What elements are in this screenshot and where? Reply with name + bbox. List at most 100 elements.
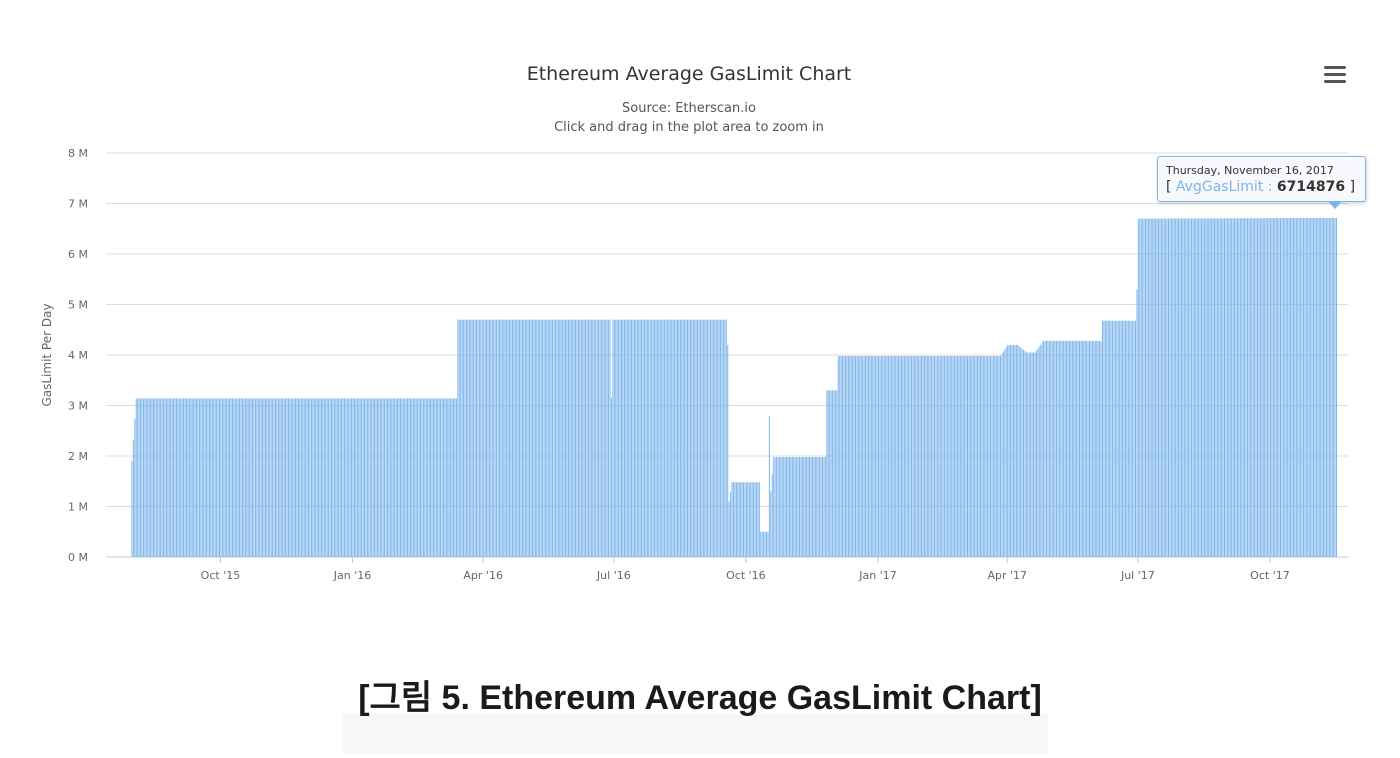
gaslimit-bar[interactable] — [180, 398, 182, 557]
gaslimit-bar[interactable] — [787, 457, 789, 557]
gaslimit-bar[interactable] — [575, 319, 577, 557]
gaslimit-bar[interactable] — [727, 344, 729, 557]
gaslimit-bar[interactable] — [743, 482, 745, 557]
gaslimit-bar[interactable] — [430, 398, 432, 557]
gaslimit-bar[interactable] — [730, 491, 732, 557]
gaslimit-bar[interactable] — [971, 356, 973, 557]
gaslimit-bar[interactable] — [302, 398, 304, 557]
gaslimit-bar[interactable] — [616, 319, 618, 557]
gaslimit-bar[interactable] — [646, 319, 648, 557]
gaslimit-bar[interactable] — [487, 319, 489, 557]
gaslimit-bar[interactable] — [244, 398, 246, 557]
gaslimit-bar[interactable] — [643, 319, 645, 557]
gaslimit-bar[interactable] — [299, 398, 301, 557]
gaslimit-bar[interactable] — [621, 319, 622, 557]
gaslimit-bar[interactable] — [1208, 218, 1210, 557]
gaslimit-bar[interactable] — [865, 356, 867, 557]
gaslimit-bar[interactable] — [760, 531, 762, 557]
gaslimit-bar[interactable] — [414, 398, 416, 557]
gaslimit-bar[interactable] — [151, 398, 153, 557]
gaslimit-bar[interactable] — [132, 440, 134, 557]
gaslimit-bar[interactable] — [1305, 218, 1307, 557]
gaslimit-bar[interactable] — [602, 319, 604, 557]
gaslimit-bar[interactable] — [1281, 218, 1283, 558]
gaslimit-bar[interactable] — [1317, 217, 1319, 557]
gaslimit-bar[interactable] — [431, 398, 433, 557]
gaslimit-bar[interactable] — [949, 356, 951, 557]
gaslimit-bar[interactable] — [747, 482, 749, 557]
gaslimit-bar[interactable] — [488, 319, 490, 557]
gaslimit-bar[interactable] — [1251, 218, 1253, 557]
gaslimit-bar[interactable] — [282, 398, 284, 557]
gaslimit-bar[interactable] — [582, 319, 584, 557]
gaslimit-bar[interactable] — [1068, 340, 1070, 557]
gaslimit-bar[interactable] — [631, 319, 633, 557]
gaslimit-bar[interactable] — [371, 398, 373, 557]
gaslimit-bar[interactable] — [1034, 352, 1036, 557]
gaslimit-bar[interactable] — [880, 356, 882, 557]
chart-menu-icon[interactable] — [1324, 66, 1346, 86]
gaslimit-bar[interactable] — [768, 415, 770, 557]
gaslimit-bar[interactable] — [1150, 218, 1152, 557]
gaslimit-bar[interactable] — [1199, 218, 1201, 558]
gaslimit-bar[interactable] — [256, 398, 258, 557]
gaslimit-bar[interactable] — [385, 398, 387, 557]
gaslimit-bar[interactable] — [822, 457, 823, 557]
gaslimit-bar[interactable] — [216, 398, 218, 557]
gaslimit-bar[interactable] — [514, 319, 516, 557]
gaslimit-bar[interactable] — [438, 398, 440, 557]
gaslimit-bar[interactable] — [168, 398, 170, 557]
gaslimit-bar[interactable] — [378, 398, 380, 557]
gaslimit-bar[interactable] — [224, 398, 226, 557]
gaslimit-bar[interactable] — [1236, 218, 1238, 557]
gaslimit-bar[interactable] — [1272, 218, 1274, 557]
gaslimit-bar[interactable] — [866, 356, 868, 557]
gaslimit-bar[interactable] — [691, 319, 693, 557]
gaslimit-bar[interactable] — [1044, 340, 1046, 557]
gaslimit-bar[interactable] — [382, 398, 384, 557]
gaslimit-bar[interactable] — [223, 398, 225, 557]
gaslimit-bar[interactable] — [1196, 218, 1198, 557]
gaslimit-bar[interactable] — [984, 356, 986, 557]
gaslimit-bar[interactable] — [470, 319, 472, 557]
gaslimit-bar[interactable] — [677, 319, 678, 557]
gaslimit-bar[interactable] — [898, 356, 900, 557]
gaslimit-bar[interactable] — [958, 356, 960, 557]
gaslimit-bar[interactable] — [1101, 320, 1103, 557]
gaslimit-bar[interactable] — [554, 319, 556, 557]
gaslimit-bar[interactable] — [1222, 218, 1224, 557]
gaslimit-bar[interactable] — [952, 356, 954, 557]
gaslimit-bar[interactable] — [724, 319, 726, 557]
gaslimit-bar[interactable] — [1031, 352, 1033, 557]
gaslimit-bar[interactable] — [441, 398, 443, 557]
gaslimit-bar[interactable] — [1017, 344, 1019, 557]
gaslimit-bar[interactable] — [231, 398, 233, 557]
gaslimit-bar[interactable] — [1157, 218, 1159, 557]
gaslimit-bar[interactable] — [715, 319, 717, 557]
gaslimit-bar[interactable] — [277, 398, 279, 557]
gaslimit-bar[interactable] — [544, 319, 546, 557]
gaslimit-bar[interactable] — [1005, 347, 1007, 557]
gaslimit-bar[interactable] — [1245, 218, 1247, 558]
gaslimit-bar[interactable] — [658, 319, 660, 557]
gaslimit-bar[interactable] — [1267, 218, 1269, 557]
gaslimit-bar[interactable] — [556, 319, 558, 557]
gaslimit-bar[interactable] — [794, 457, 796, 557]
gaslimit-bar[interactable] — [902, 356, 904, 557]
gaslimit-bar[interactable] — [328, 398, 330, 557]
gaslimit-bar[interactable] — [956, 356, 958, 557]
gaslimit-bar[interactable] — [1080, 340, 1082, 557]
gaslimit-bar[interactable] — [445, 398, 447, 557]
gaslimit-bar[interactable] — [260, 398, 262, 557]
gaslimit-bar[interactable] — [923, 356, 925, 557]
gaslimit-bar[interactable] — [559, 319, 561, 557]
gaslimit-bar[interactable] — [922, 356, 924, 557]
gaslimit-bar[interactable] — [364, 398, 365, 557]
gaslimit-bar[interactable] — [269, 398, 271, 557]
gaslimit-bar[interactable] — [161, 398, 163, 557]
gaslimit-bar[interactable] — [813, 457, 815, 557]
gaslimit-bar[interactable] — [409, 398, 411, 557]
gaslimit-bar[interactable] — [819, 457, 821, 557]
gaslimit-bar[interactable] — [807, 457, 809, 557]
gaslimit-bar[interactable] — [997, 356, 999, 557]
